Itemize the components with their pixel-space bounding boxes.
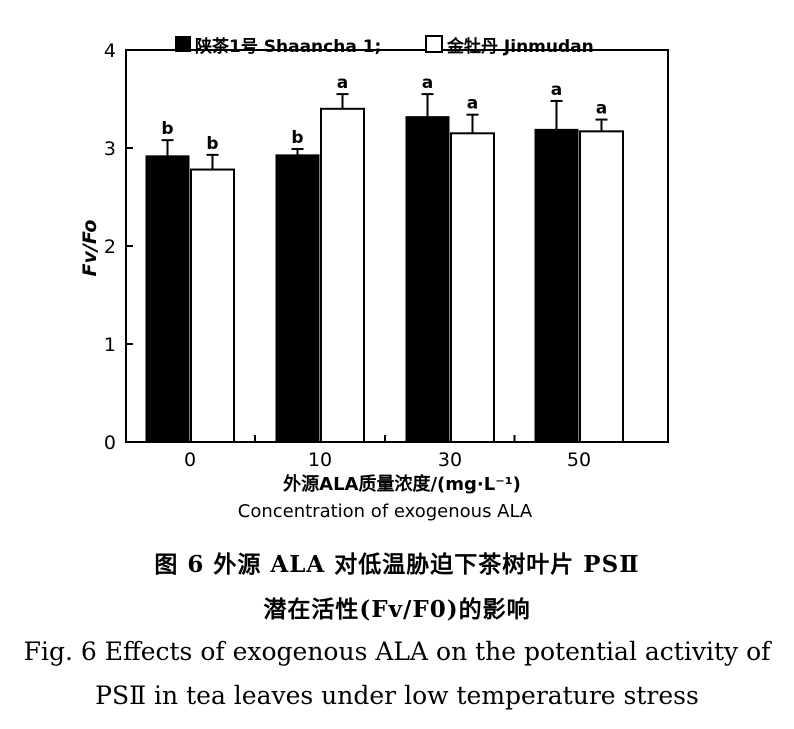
y-tick-label: 0 [104, 432, 116, 454]
legend-swatch-shaancha [175, 36, 191, 52]
caption-cn-line2: 潜在活性(Fv/F0)的影响 [263, 596, 531, 623]
significance-label: b [206, 134, 218, 154]
y-axis-label: Fv/Fo [79, 220, 101, 277]
x-tick-label: 10 [308, 449, 332, 471]
significance-label: a [467, 94, 478, 114]
bar [450, 132, 495, 444]
bar [275, 154, 320, 443]
caption-en-line1: Fig. 6 Effects of exogenous ALA on the p… [23, 637, 771, 666]
plot-frame: 0 1 2 3 4 0 10 30 50 [104, 40, 669, 471]
legend: 陕茶1号 Shaancha 1; 金牡丹 Jinmudan [175, 35, 594, 57]
significance-label: a [551, 80, 562, 100]
legend-label-jinmudan: 金牡丹 Jinmudan [446, 36, 594, 57]
bar [405, 116, 450, 443]
legend-label-shaancha: 陕茶1号 Shaancha 1; [195, 36, 381, 57]
x-axis-label-en: Concentration of exogenous ALA [238, 501, 533, 522]
caption-cn-line1: 图 6 外源 ALA 对低温胁迫下茶树叶片 PSⅡ [154, 551, 640, 578]
significance-label: a [337, 73, 348, 93]
significance-label: b [291, 128, 303, 148]
y-tick-label: 3 [104, 138, 116, 160]
significance-label: b [161, 119, 173, 139]
significance-label: a [596, 99, 607, 119]
y-tick-label: 2 [104, 236, 116, 258]
x-tick-label: 30 [438, 449, 462, 471]
bar [320, 107, 365, 444]
x-axis-label-cn: 外源ALA质量浓度/(mg·L⁻¹) [283, 473, 521, 495]
y-tick-label: 1 [104, 334, 116, 356]
significance-label: a [422, 73, 433, 93]
bar [145, 155, 190, 443]
x-tick-label: 50 [567, 449, 591, 471]
bar [534, 128, 579, 443]
y-tick-label: 4 [104, 40, 116, 62]
legend-swatch-jinmudan [425, 35, 443, 53]
x-tick-label: 0 [184, 449, 196, 471]
chart-marks: b b a a b a a a [145, 73, 624, 444]
bar [579, 130, 624, 443]
bar [190, 168, 235, 443]
caption-en-line2: PSⅡ in tea leaves under low temperature … [95, 681, 699, 710]
